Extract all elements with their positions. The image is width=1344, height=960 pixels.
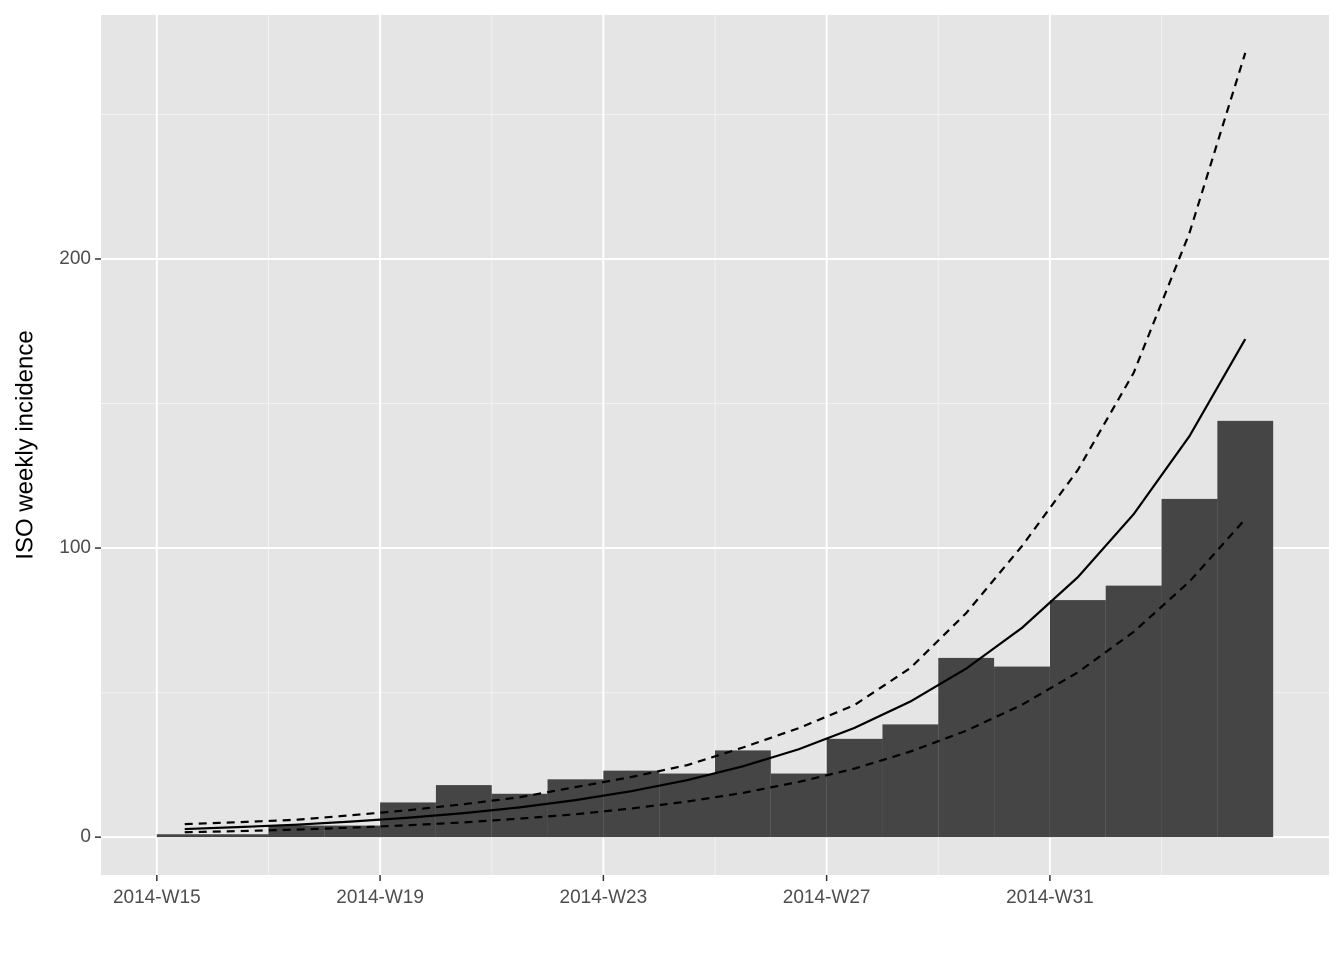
bar [826, 738, 883, 838]
bar [1161, 498, 1218, 838]
fit-line [184, 338, 1247, 831]
bar [1217, 420, 1274, 838]
bar [938, 657, 995, 838]
bar [1105, 585, 1162, 838]
bar [994, 666, 1050, 838]
bar [324, 825, 381, 838]
bar [603, 770, 660, 838]
x-tick-label: 2014-W23 [560, 887, 648, 908]
bar [1049, 600, 1106, 838]
bar [547, 779, 604, 838]
y-tick-label: 200 [59, 248, 91, 269]
x-tick-label: 2014-W27 [783, 887, 871, 908]
bar [212, 834, 269, 838]
x-tick-label: 2014-W19 [336, 887, 424, 908]
y-axis-title: ISO weekly incidence [11, 330, 38, 559]
y-tick-label: 100 [59, 537, 91, 558]
y-tick-label: 0 [80, 826, 91, 847]
bar [156, 834, 213, 838]
bar [715, 750, 771, 838]
fit-line [184, 52, 1247, 826]
bar [882, 724, 939, 838]
bar [491, 793, 548, 838]
bar [770, 773, 827, 838]
bar [268, 825, 325, 838]
x-tick-label: 2014-W31 [1006, 887, 1094, 908]
x-tick-label: 2014-W15 [113, 887, 201, 908]
